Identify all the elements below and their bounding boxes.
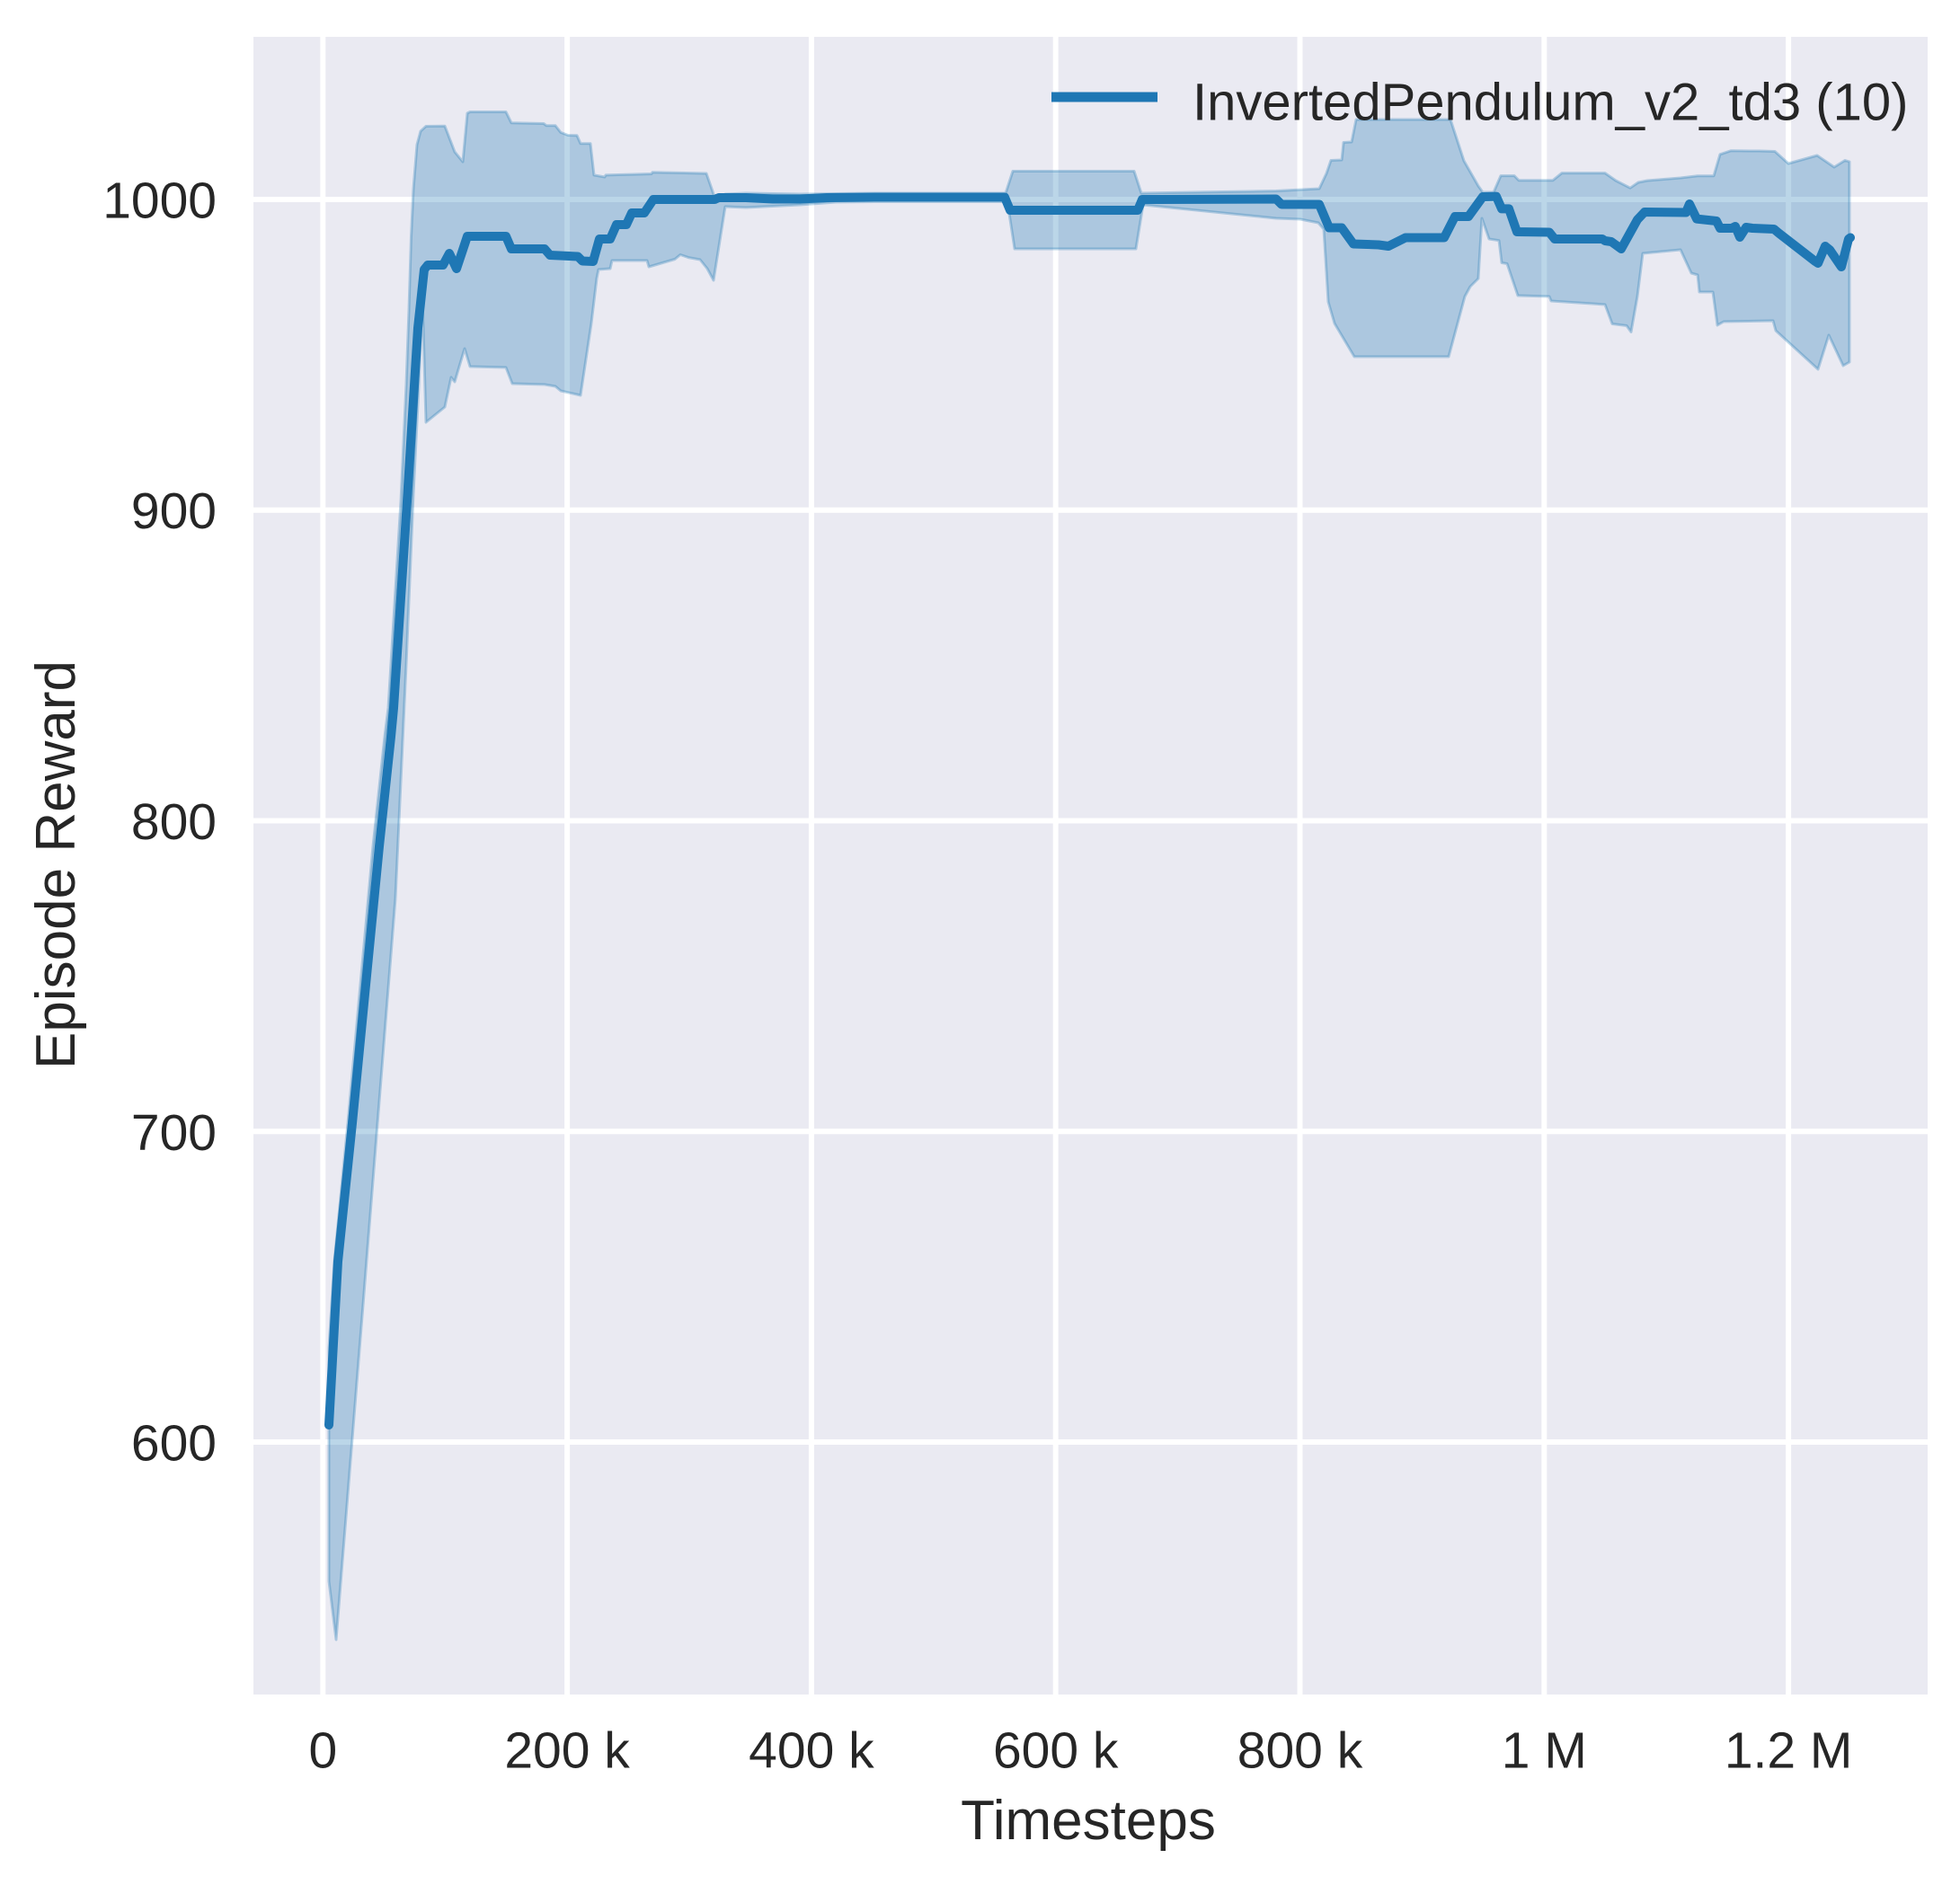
svg-text:InvertedPendulum_v2_td3 (10): InvertedPendulum_v2_td3 (10) bbox=[1193, 74, 1908, 132]
svg-text:Timesteps: Timesteps bbox=[961, 1790, 1216, 1852]
svg-text:200 k: 200 k bbox=[504, 1722, 630, 1780]
svg-text:Episode Reward: Episode Reward bbox=[25, 660, 87, 1069]
svg-text:700: 700 bbox=[131, 1104, 217, 1162]
svg-text:600: 600 bbox=[131, 1415, 217, 1473]
svg-text:1 M: 1 M bbox=[1502, 1722, 1587, 1780]
svg-text:1.2 M: 1.2 M bbox=[1725, 1722, 1853, 1780]
svg-text:0: 0 bbox=[308, 1722, 337, 1780]
svg-text:800: 800 bbox=[131, 793, 217, 851]
svg-text:400 k: 400 k bbox=[749, 1722, 874, 1780]
svg-text:600 k: 600 k bbox=[993, 1722, 1119, 1780]
svg-text:900: 900 bbox=[131, 482, 217, 540]
svg-text:800 k: 800 k bbox=[1237, 1722, 1363, 1780]
svg-text:1000: 1000 bbox=[102, 173, 217, 230]
